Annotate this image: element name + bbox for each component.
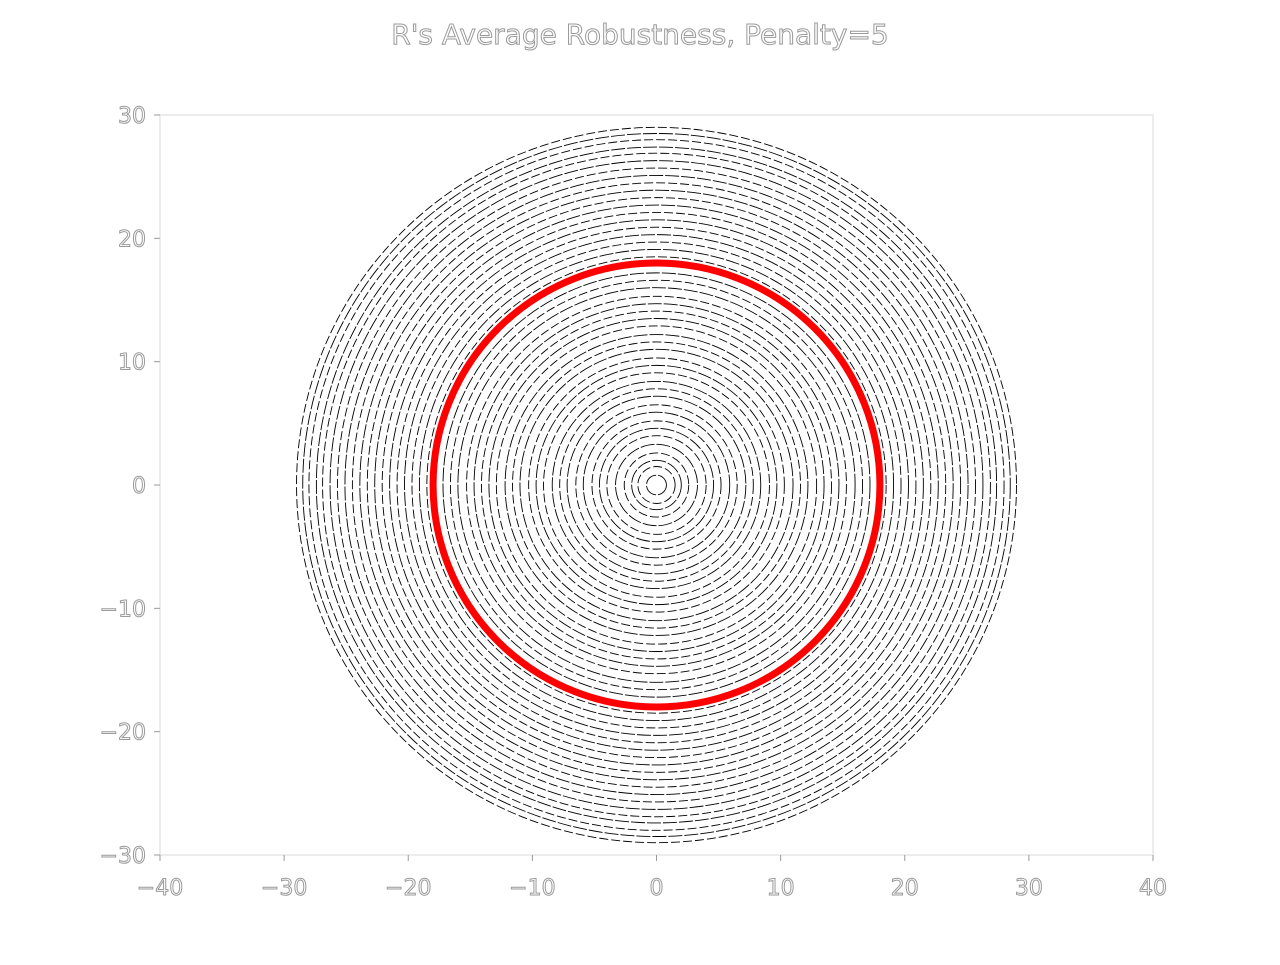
y-tick-label: −10	[100, 597, 146, 622]
black-contour-circle	[575, 404, 738, 566]
x-tick-label: 10	[767, 876, 795, 901]
black-contour-circle	[351, 182, 962, 788]
black-contour-circle	[466, 295, 847, 675]
black-contour-circle	[457, 287, 856, 683]
x-tick-label: −30	[261, 876, 307, 901]
y-tick-label: 10	[118, 351, 146, 376]
black-contour-circle	[389, 219, 924, 751]
y-tick-label: 0	[132, 474, 146, 499]
chart-title: R's Average Robustness, Penalty=5	[391, 18, 889, 51]
black-contour-circle	[308, 139, 1005, 831]
x-tick-label: −10	[509, 876, 555, 901]
black-contour-circle	[473, 303, 840, 667]
axes-layer: −40 −30 −20 −10 0 10 20 30 40 −30 −20 −10 0 10 20 30	[99, 104, 1167, 902]
black-contour-circle	[591, 420, 722, 550]
black-contour-circle	[512, 341, 801, 629]
y-tick-label: −20	[100, 721, 146, 746]
black-contour-circle	[623, 452, 690, 518]
x-tick-label: 40	[1139, 876, 1167, 901]
black-contour-circle	[404, 234, 909, 736]
black-contour-circle	[535, 364, 778, 606]
black-contour-circle	[495, 325, 818, 645]
red-contour-circle	[429, 259, 884, 711]
black-contour-circle	[442, 272, 871, 698]
black-contour-circle	[631, 459, 682, 511]
black-contour-circle	[481, 310, 832, 660]
black-contour-circle	[488, 318, 825, 652]
black-contour-circle	[322, 152, 991, 818]
black-contour-circle	[528, 357, 785, 613]
series-layer	[296, 126, 1017, 844]
black-contour-circle	[315, 146, 998, 824]
black-contour-circle	[381, 211, 932, 759]
y-tick-label: −30	[100, 844, 146, 869]
x-tick-label: 0	[650, 876, 664, 901]
black-contour-circle	[450, 279, 863, 691]
x-tick-label: −20	[385, 876, 431, 901]
black-contour-circle	[637, 466, 676, 504]
black-contour-circle	[337, 167, 976, 803]
black-contour-circle	[566, 395, 747, 575]
black-contour-circle	[396, 226, 917, 744]
black-contour-circle	[615, 443, 698, 527]
black-contour-circle	[426, 256, 887, 714]
black-contour-circle	[519, 348, 794, 622]
black-contour-circle	[411, 241, 902, 729]
black-contour-circle	[344, 174, 969, 796]
black-contour-circle	[366, 197, 947, 773]
y-tick-label: 20	[118, 227, 146, 252]
black-contour-circle	[359, 189, 954, 781]
black-contour-circle	[374, 204, 939, 766]
black-contour-circle	[302, 133, 1011, 837]
black-contour-circle	[329, 160, 984, 810]
black-contour-circle	[296, 126, 1017, 844]
black-contour-circle	[606, 435, 707, 535]
black-contour-circle	[504, 334, 809, 636]
x-tick-label: −40	[137, 876, 183, 901]
x-tick-label: 30	[1015, 876, 1043, 901]
black-contour-circle	[646, 474, 667, 496]
black-contour-circle	[543, 372, 770, 598]
black-contour-circle	[598, 427, 715, 543]
black-contour-circle	[418, 248, 895, 722]
y-tick-label: 30	[118, 104, 146, 129]
x-tick-label: 20	[891, 876, 919, 901]
black-contour-circle	[582, 411, 731, 559]
black-contour-circle	[559, 388, 754, 582]
black-contour-circle	[551, 380, 762, 590]
